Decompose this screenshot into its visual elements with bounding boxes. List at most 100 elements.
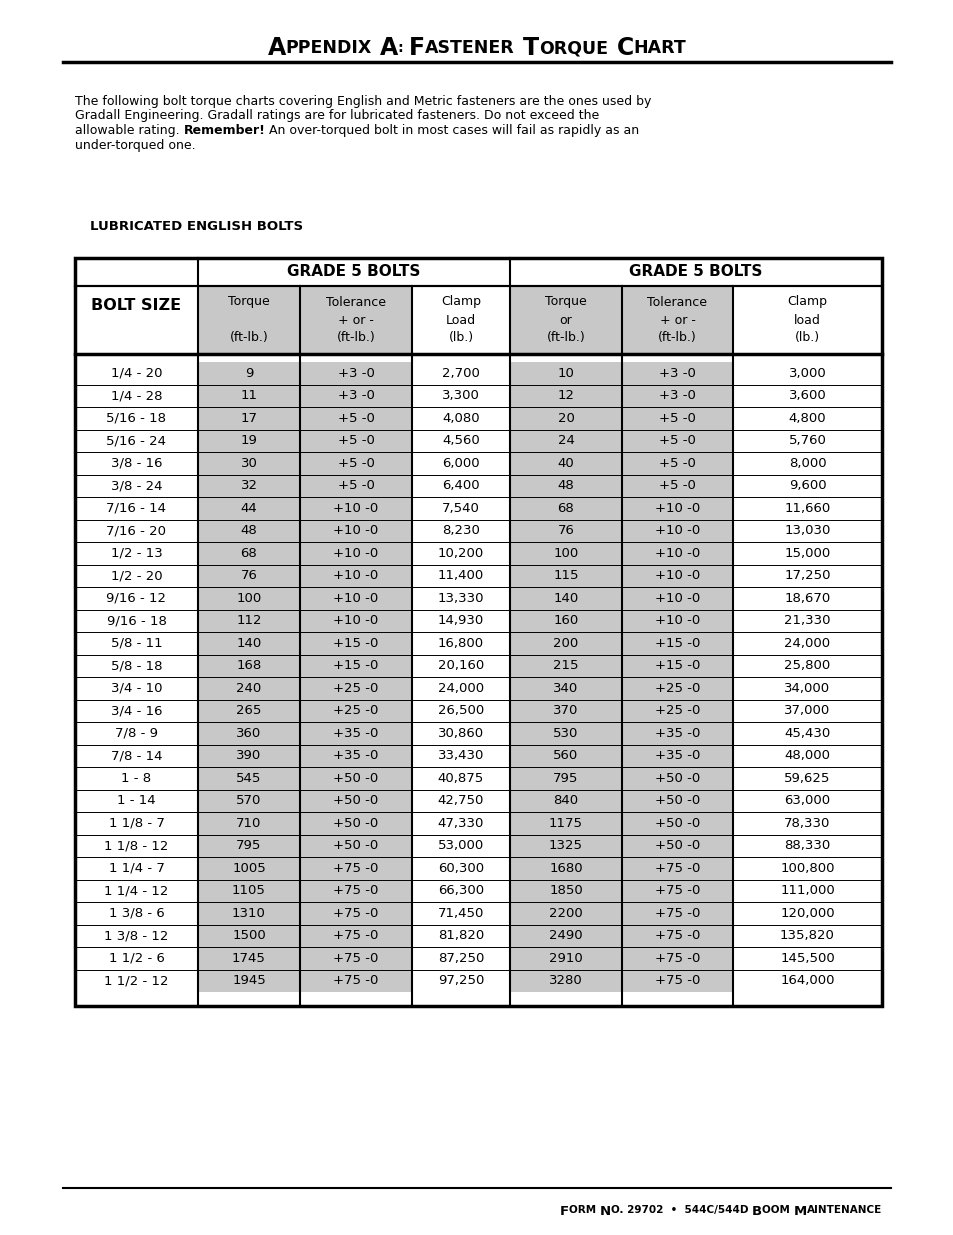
Text: +35 -0: +35 -0	[654, 750, 700, 762]
Bar	[198, 722, 299, 745]
Bar	[299, 610, 412, 632]
Text: An over-torqued bolt in most cases will fail as rapidly as an: An over-torqued bolt in most cases will …	[265, 124, 639, 137]
Text: 100,800: 100,800	[780, 862, 834, 874]
Text: Torque
or
(ft-lb.): Torque or (ft-lb.)	[544, 295, 586, 345]
Text: 11,400: 11,400	[437, 569, 483, 582]
Text: GRADE 5 BOLTS: GRADE 5 BOLTS	[629, 264, 761, 279]
Bar	[510, 811, 621, 835]
Bar	[299, 767, 412, 789]
Bar	[510, 745, 621, 767]
Text: +50 -0: +50 -0	[333, 840, 378, 852]
Text: 20: 20	[557, 411, 574, 425]
Text: 1310: 1310	[232, 906, 266, 920]
Text: 1945: 1945	[232, 974, 266, 987]
Text: 66,300: 66,300	[437, 884, 483, 898]
Text: 88,330: 88,330	[783, 840, 830, 852]
Bar	[198, 857, 299, 879]
Text: +25 -0: +25 -0	[333, 682, 378, 695]
Text: 16,800: 16,800	[437, 637, 483, 650]
Text: +75 -0: +75 -0	[333, 929, 378, 942]
Text: +10 -0: +10 -0	[654, 547, 700, 559]
Text: +75 -0: +75 -0	[333, 884, 378, 898]
Text: ORM: ORM	[568, 1205, 599, 1215]
Bar	[299, 542, 412, 564]
Text: 5/16 - 24: 5/16 - 24	[107, 435, 167, 447]
Text: 1/2 - 13: 1/2 - 13	[111, 547, 162, 559]
Text: 7/8 - 14: 7/8 - 14	[111, 750, 162, 762]
Bar	[299, 677, 412, 699]
Bar	[510, 564, 621, 587]
Bar	[198, 452, 299, 474]
Bar	[299, 520, 412, 542]
Text: 1680: 1680	[549, 862, 582, 874]
Bar	[621, 496, 732, 520]
Bar	[510, 610, 621, 632]
Bar	[621, 430, 732, 452]
Bar	[198, 542, 299, 564]
Text: A: A	[267, 36, 285, 61]
Bar	[198, 362, 299, 384]
Bar	[299, 408, 412, 430]
Text: +3 -0: +3 -0	[337, 367, 374, 379]
Text: +75 -0: +75 -0	[654, 929, 700, 942]
Bar	[510, 452, 621, 474]
Bar	[299, 587, 412, 610]
Text: 795: 795	[236, 840, 261, 852]
Text: 168: 168	[236, 659, 261, 672]
Text: 215: 215	[553, 659, 578, 672]
Bar	[510, 520, 621, 542]
Bar	[299, 474, 412, 496]
Bar	[621, 564, 732, 587]
Text: +10 -0: +10 -0	[333, 501, 378, 515]
Text: +75 -0: +75 -0	[654, 974, 700, 987]
Bar	[198, 879, 299, 902]
Bar	[510, 699, 621, 722]
Text: 11: 11	[240, 389, 257, 403]
Text: 30: 30	[240, 457, 257, 469]
Text: 1 - 8: 1 - 8	[121, 772, 152, 784]
Text: 140: 140	[236, 637, 261, 650]
Text: +10 -0: +10 -0	[333, 569, 378, 582]
Bar	[621, 789, 732, 811]
Text: 360: 360	[236, 726, 261, 740]
Text: 795: 795	[553, 772, 578, 784]
Text: +50 -0: +50 -0	[654, 772, 700, 784]
Bar	[621, 722, 732, 745]
Text: 135,820: 135,820	[780, 929, 834, 942]
Bar	[621, 452, 732, 474]
Bar	[299, 902, 412, 925]
Bar	[510, 857, 621, 879]
Text: 1 1/4 - 12: 1 1/4 - 12	[104, 884, 169, 898]
Bar	[510, 496, 621, 520]
Text: 164,000: 164,000	[780, 974, 834, 987]
Bar	[299, 384, 412, 408]
Text: +75 -0: +75 -0	[333, 974, 378, 987]
Bar	[299, 496, 412, 520]
Bar	[621, 857, 732, 879]
Text: 76: 76	[557, 524, 574, 537]
Bar	[621, 947, 732, 969]
Text: Clamp
load
(lb.): Clamp load (lb.)	[786, 295, 826, 345]
Bar	[621, 542, 732, 564]
Text: C: C	[616, 36, 633, 61]
Text: +35 -0: +35 -0	[654, 726, 700, 740]
Bar	[510, 474, 621, 496]
Text: 115: 115	[553, 569, 578, 582]
Text: 1500: 1500	[232, 929, 266, 942]
Text: 840: 840	[553, 794, 578, 808]
Text: Gradall Engineering. Gradall ratings are for lubricated fasteners. Do not exceed: Gradall Engineering. Gradall ratings are…	[75, 110, 598, 122]
Text: 8,000: 8,000	[788, 457, 825, 469]
Text: N: N	[599, 1205, 610, 1218]
Text: 1/4 - 28: 1/4 - 28	[111, 389, 162, 403]
Text: 47,330: 47,330	[437, 816, 484, 830]
Text: 6,000: 6,000	[442, 457, 479, 469]
Text: F: F	[559, 1205, 568, 1218]
Bar	[299, 969, 412, 992]
Text: 112: 112	[236, 614, 261, 627]
Text: 97,250: 97,250	[437, 974, 484, 987]
Text: 26,500: 26,500	[437, 704, 483, 718]
Text: OOM: OOM	[761, 1205, 793, 1215]
Text: 100: 100	[553, 547, 578, 559]
Text: +50 -0: +50 -0	[654, 794, 700, 808]
Bar	[299, 287, 412, 354]
